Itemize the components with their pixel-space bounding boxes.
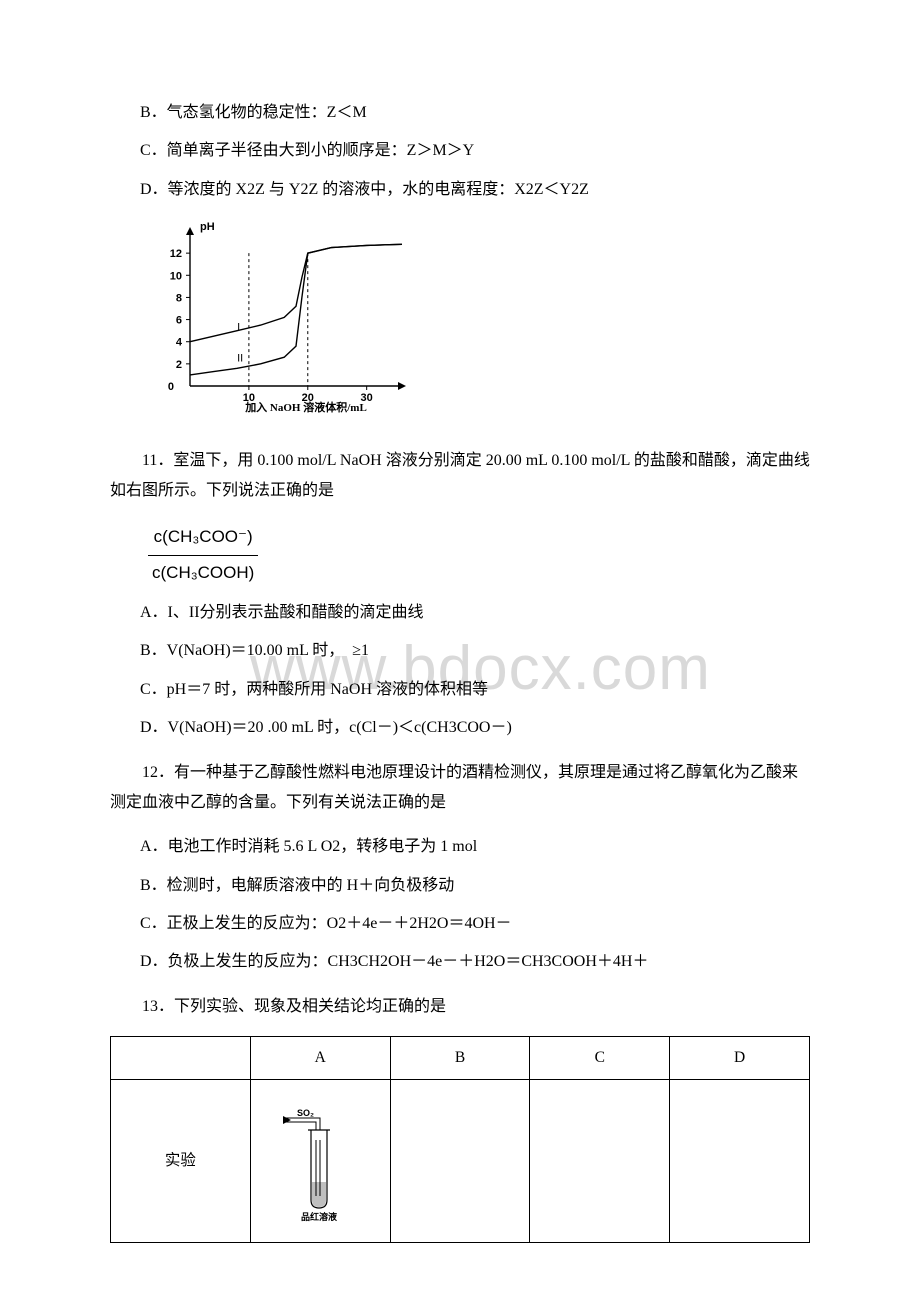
q10-option-c: C．简单离子半径由大到小的顺序是：Z＞M＞Y	[140, 136, 810, 166]
q10-option-d: D．等浓度的 X2Z 与 Y2Z 的溶液中，水的电离程度：X2Z＜Y2Z	[140, 175, 810, 205]
svg-text:10: 10	[170, 270, 182, 282]
fraction-numerator: c(CH₃COO⁻)	[148, 520, 258, 555]
table-header-row: A B C D	[111, 1037, 810, 1079]
col-C: C	[530, 1037, 670, 1079]
row-label: 实验	[111, 1079, 251, 1242]
q13-table: A B C D 实验 SO₂ 品红溶液	[110, 1036, 810, 1243]
q11-intro: 11．室温下，用 0.100 mol/L NaOH 溶液分别滴定 20.00 m…	[110, 446, 810, 507]
svg-text:8: 8	[176, 293, 182, 305]
svg-text:加入 NaOH 溶液体积/mL: 加入 NaOH 溶液体积/mL	[244, 400, 367, 414]
col-B: B	[390, 1037, 530, 1079]
svg-text:品红溶液: 品红溶液	[301, 1211, 338, 1222]
q12-intro: 12．有一种基于乙醇酸性燃料电池原理设计的酒精检测仪，其原理是通过将乙醇氧化为乙…	[110, 758, 810, 819]
svg-text:12: 12	[170, 248, 182, 260]
q12-option-a: A．电池工作时消耗 5.6 L O2，转移电子为 1 mol	[140, 832, 810, 862]
col-A: A	[250, 1037, 390, 1079]
q11-option-c: C．pH＝7 时，两种酸所用 NaOH 溶液的体积相等	[140, 675, 810, 705]
experiment-cell-C	[530, 1079, 670, 1242]
experiment-diagram: SO₂ 品红溶液	[265, 1086, 375, 1226]
q10-option-b: B．气态氢化物的稳定性：Z＜M	[140, 98, 810, 128]
table-row: 实验 SO₂ 品红溶液	[111, 1079, 810, 1242]
svg-text:2: 2	[176, 359, 182, 371]
svg-text:pH: pH	[200, 221, 215, 233]
titration-chart: 246810120102030pH加入 NaOH 溶液体积/mLIII	[150, 219, 410, 425]
svg-text:0: 0	[168, 381, 174, 393]
q12-option-d: D．负极上发生的反应为：CH3CH2OH－4e－＋H2O＝CH3COOH＋4H＋	[140, 947, 810, 977]
q11-fraction: c(CH₃COO⁻) c(CH₃COOH)	[148, 520, 810, 590]
q12-option-c: C．正极上发生的反应为：O2＋4e－＋2H2O＝4OH－	[140, 909, 810, 939]
experiment-cell-A: SO₂ 品红溶液	[250, 1079, 390, 1242]
q11-option-b: B．V(NaOH)＝10.00 mL 时， ≥1	[140, 642, 369, 659]
experiment-cell-B	[390, 1079, 530, 1242]
svg-text:SO₂: SO₂	[297, 1108, 314, 1118]
svg-text:6: 6	[176, 315, 182, 327]
svg-text:II: II	[237, 353, 243, 365]
experiment-cell-D	[670, 1079, 810, 1242]
fraction-denominator: c(CH₃COOH)	[148, 556, 258, 590]
svg-text:I: I	[237, 322, 240, 334]
q11-option-a: A．I、II分别表示盐酸和醋酸的滴定曲线	[140, 598, 810, 628]
q11-option-d: D．V(NaOH)＝20 .00 mL 时，c(Cl－)＜c(CH3COO－)	[140, 713, 810, 743]
q13-intro: 13．下列实验、现象及相关结论均正确的是	[110, 992, 810, 1022]
svg-text:4: 4	[176, 337, 183, 349]
q12-option-b: B．检测时，电解质溶液中的 H＋向负极移动	[140, 871, 810, 901]
col-D: D	[670, 1037, 810, 1079]
